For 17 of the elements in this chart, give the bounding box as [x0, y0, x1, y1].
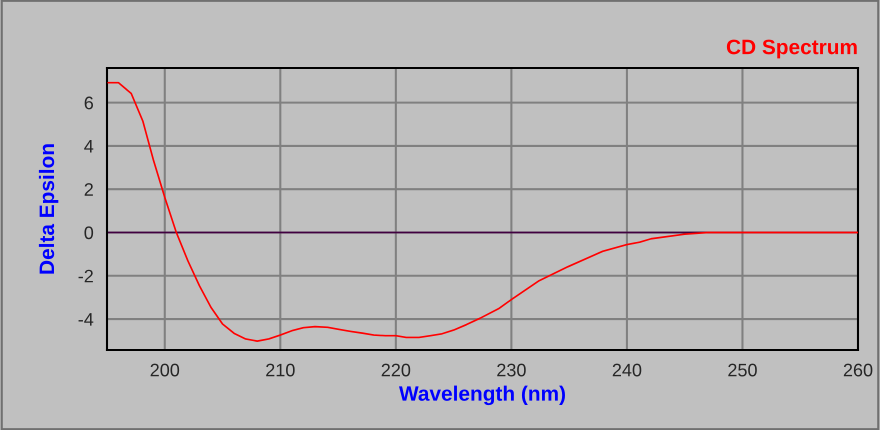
- y-tick-label: 2: [84, 183, 93, 196]
- x-tick-label: 230: [497, 364, 526, 376]
- x-tick-label: 210: [266, 364, 295, 376]
- x-axis-title: Wavelength (nm): [399, 386, 565, 406]
- chart-title: CD Spectrum: [726, 40, 857, 58]
- x-tick-label: 200: [150, 364, 180, 376]
- x-tick-label: 240: [612, 364, 642, 376]
- y-tick-label: -4: [78, 313, 94, 326]
- x-tick-label: 260: [844, 364, 872, 376]
- y-tick-label: 0: [84, 226, 94, 240]
- y-axis-title: Delta Epsilon: [38, 144, 58, 274]
- y-tick-label: 6: [84, 96, 94, 110]
- x-tick-label: 220: [382, 364, 410, 376]
- x-tick-label: 250: [728, 364, 757, 376]
- y-tick-label: 4: [84, 140, 94, 152]
- y-tick-label: -2: [78, 270, 93, 282]
- line-series: [107, 82, 858, 342]
